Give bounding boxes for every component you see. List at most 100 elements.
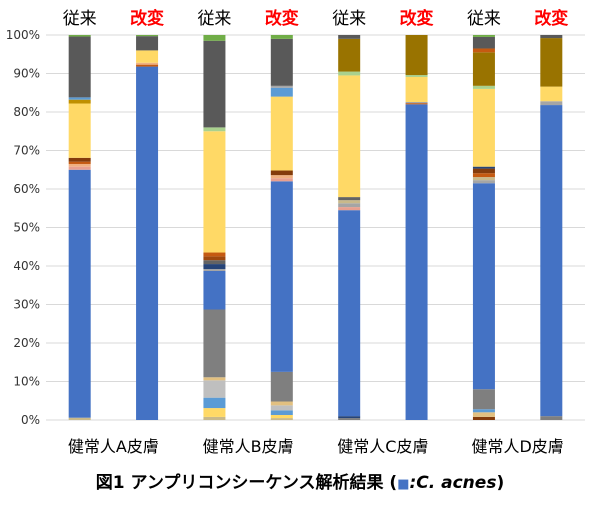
bar-segment bbox=[136, 36, 159, 51]
bar-segment bbox=[68, 169, 91, 418]
bar-segment bbox=[405, 75, 428, 77]
bar-stack bbox=[405, 35, 428, 421]
y-tick-label: 80% bbox=[13, 105, 40, 119]
bar-stack bbox=[68, 35, 91, 420]
method-label: 改変 bbox=[400, 8, 434, 29]
bar-segment bbox=[472, 168, 495, 174]
bar-segment bbox=[203, 35, 226, 41]
bar-segment bbox=[203, 397, 226, 409]
bar-segment bbox=[472, 36, 495, 49]
bar-segment bbox=[68, 161, 91, 164]
bar-stack bbox=[136, 35, 159, 420]
bar-segment bbox=[203, 256, 226, 261]
bar-segment bbox=[472, 166, 495, 169]
bar-segment bbox=[203, 260, 226, 265]
bar-segment bbox=[405, 35, 428, 76]
bar-segment bbox=[203, 309, 226, 378]
method-label: 従来 bbox=[467, 9, 501, 29]
bar-segment bbox=[203, 131, 226, 253]
y-tick-label: 50% bbox=[13, 221, 40, 235]
bar-segment bbox=[203, 380, 226, 398]
y-tick-label: 10% bbox=[13, 375, 40, 389]
bar-segment bbox=[270, 96, 293, 171]
bar-segment bbox=[405, 103, 428, 105]
y-axis-ticks: 0% 10% 20% 30% 40% 50% 60% 70% 80% 90% 100% bbox=[6, 28, 40, 427]
method-labels: 従来 改変 従来 改変 従来 改変 従来 改変 bbox=[63, 8, 569, 29]
method-label: 従来 bbox=[197, 9, 231, 29]
bar-segment bbox=[472, 409, 495, 413]
bar-segment bbox=[270, 170, 293, 176]
bar-segment bbox=[136, 35, 159, 37]
bar-segment bbox=[338, 210, 361, 417]
bar-segment bbox=[540, 101, 563, 106]
bar-segment bbox=[270, 178, 293, 182]
method-label: 従来 bbox=[63, 9, 97, 29]
bar-segment bbox=[203, 127, 226, 132]
bar-segment bbox=[68, 166, 91, 170]
bar-segment bbox=[472, 389, 495, 410]
y-tick-label: 90% bbox=[13, 67, 40, 81]
bar-segment bbox=[472, 48, 495, 53]
bar-segment bbox=[405, 101, 428, 104]
bar-segment bbox=[472, 180, 495, 184]
bar-segment bbox=[338, 203, 361, 208]
bar-segment bbox=[472, 85, 495, 89]
y-tick-label: 70% bbox=[13, 144, 40, 158]
bar-segment bbox=[203, 377, 226, 381]
bar-segment bbox=[203, 271, 226, 310]
bar-segment bbox=[68, 36, 91, 98]
bar-segment bbox=[203, 264, 226, 270]
bar-segment bbox=[472, 52, 495, 86]
bar-segment bbox=[270, 175, 293, 179]
figure-caption: 図1 アンプリコンシーケンス解析結果 (■:C. acnes) bbox=[96, 472, 504, 493]
x-category-label: 健常人C皮膚 bbox=[337, 437, 428, 456]
method-label: 従来 bbox=[332, 9, 366, 29]
bar-segment bbox=[472, 183, 495, 390]
bar-segment bbox=[540, 35, 563, 39]
bar-segment bbox=[270, 181, 293, 372]
bar-segment bbox=[270, 85, 293, 88]
bar-segment bbox=[270, 418, 293, 420]
bar-segment bbox=[68, 97, 91, 100]
bar-segment bbox=[472, 177, 495, 181]
bar-segment bbox=[338, 75, 361, 198]
bar-segment bbox=[472, 412, 495, 417]
bar-segment bbox=[203, 269, 226, 272]
bar-segment bbox=[68, 103, 91, 158]
bar-segment bbox=[540, 86, 563, 102]
y-tick-label: 30% bbox=[13, 298, 40, 312]
bar-segment bbox=[405, 76, 428, 102]
bar-segment bbox=[338, 416, 361, 419]
bar-segment bbox=[136, 64, 159, 67]
caption-text: 図1 アンプリコンシーケンス解析結果 (■:C. acnes) bbox=[96, 472, 504, 493]
x-category-label: 健常人A皮膚 bbox=[68, 437, 159, 456]
bar-segment bbox=[270, 405, 293, 411]
caption-swatch-icon: ■ bbox=[397, 477, 409, 492]
bar-segment bbox=[270, 414, 293, 419]
y-tick-label: 60% bbox=[13, 182, 40, 196]
bar-segment bbox=[68, 417, 91, 420]
x-category-label: 健常人B皮膚 bbox=[203, 437, 294, 456]
bar-segment bbox=[270, 410, 293, 415]
bar-segment bbox=[338, 418, 361, 420]
caption-species: :C. acnes bbox=[409, 473, 496, 493]
method-label: 改変 bbox=[130, 8, 164, 29]
bar-segment bbox=[472, 173, 495, 178]
bar-segment bbox=[338, 207, 361, 211]
bar-segment bbox=[68, 157, 91, 162]
method-label: 改変 bbox=[534, 8, 568, 29]
bar-stack bbox=[203, 35, 226, 420]
bar-stack bbox=[338, 35, 361, 420]
bar-segment bbox=[540, 105, 563, 417]
bar-segment bbox=[270, 35, 293, 39]
bar-segment bbox=[136, 66, 159, 420]
gridlines bbox=[46, 34, 585, 421]
bar-segment bbox=[136, 62, 159, 65]
bar-stack bbox=[472, 35, 495, 420]
bars bbox=[68, 35, 563, 421]
x-axis-categories: 健常人A皮膚 健常人B皮膚 健常人C皮膚 健常人D皮膚 bbox=[68, 437, 564, 456]
caption-suffix: ) bbox=[496, 473, 504, 493]
bar-segment bbox=[472, 88, 495, 167]
